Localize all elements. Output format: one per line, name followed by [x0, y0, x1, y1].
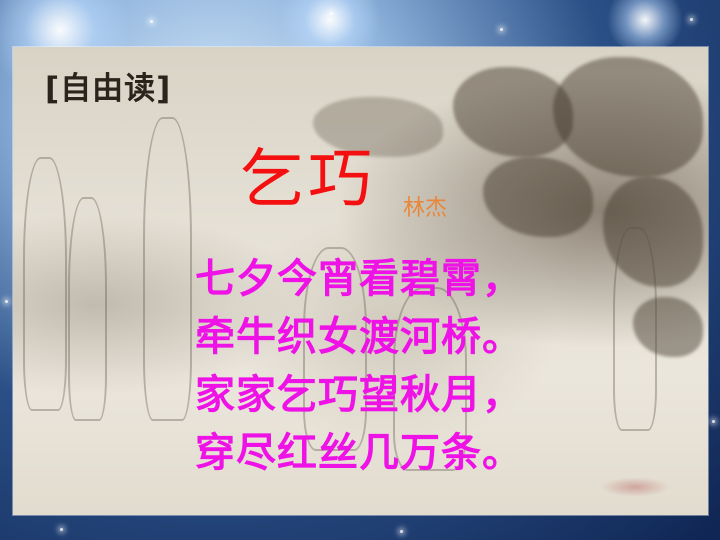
painting-seal	[600, 477, 670, 497]
poem-title: 乞巧	[240, 143, 376, 217]
painting-figure	[393, 287, 467, 471]
background-star	[690, 18, 693, 21]
painting-figure	[613, 227, 657, 431]
poem-author: 林杰	[403, 196, 448, 221]
poem-line: 穿尽红丝几万条。	[195, 430, 523, 476]
painting-rock	[553, 57, 703, 177]
poem-lines: 七夕今宵看碧霄， 牵牛织女渡河桥。 家家乞巧望秋月， 穿尽红丝几万条。	[195, 250, 523, 482]
background-star	[60, 528, 63, 531]
painting-rock	[453, 67, 573, 157]
poem-line: 七夕今宵看碧霄，	[195, 256, 523, 302]
background-star	[5, 300, 8, 303]
poem-line: 家家乞巧望秋月，	[195, 372, 523, 418]
painting-figure	[23, 157, 67, 411]
section-label: [自由读]	[45, 71, 172, 107]
painting-figure	[303, 247, 367, 451]
background-star	[712, 420, 715, 423]
painting-panel	[13, 47, 708, 515]
painting-figure	[68, 197, 107, 421]
painting-rock	[483, 157, 593, 237]
background-sparkle	[600, 0, 690, 50]
background-star	[400, 530, 403, 533]
poem-line: 牵牛织女渡河桥。	[195, 314, 523, 360]
background-star	[150, 20, 153, 23]
background-star	[330, 12, 333, 15]
background-star	[500, 28, 503, 31]
painting-rock	[313, 97, 443, 157]
painting-figure	[143, 117, 192, 421]
